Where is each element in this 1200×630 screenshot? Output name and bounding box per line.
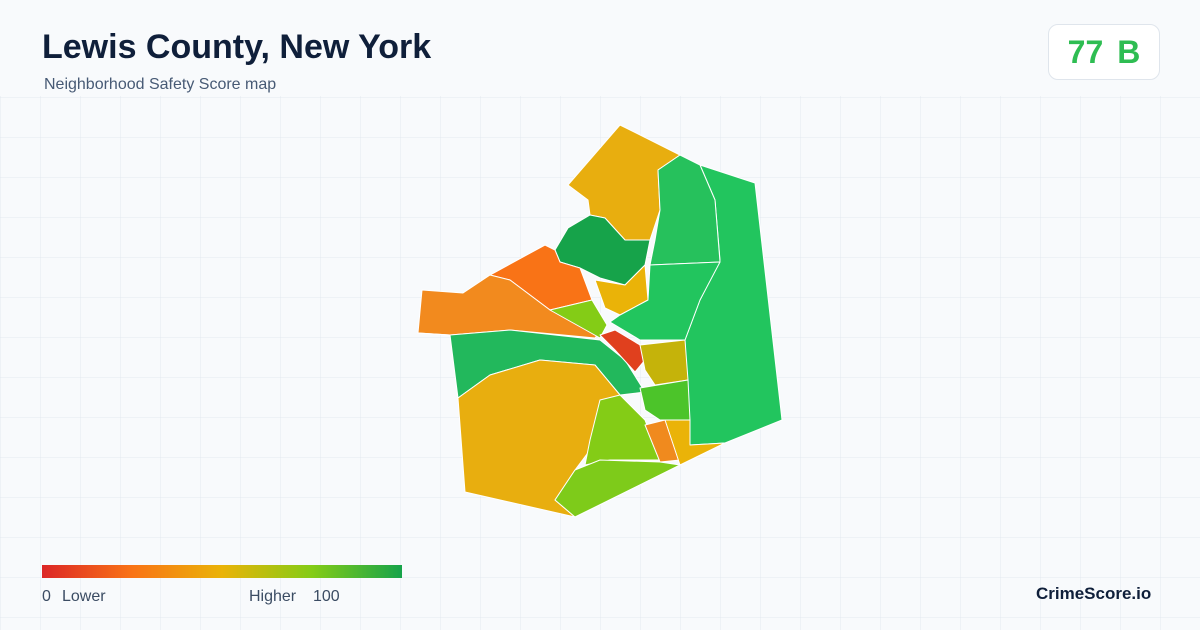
- subtitle: Neighborhood Safety Score map: [44, 76, 277, 93]
- title: Lewis County, New York: [42, 28, 432, 66]
- score-grade: B: [1117, 33, 1141, 70]
- legend-min: 0: [42, 588, 51, 605]
- legend-max: 100: [313, 588, 340, 605]
- brand: CrimeScore.io: [1036, 584, 1152, 603]
- county-map: [417, 124, 783, 518]
- legend-min-label: Lower: [62, 588, 106, 605]
- score-value: 77: [1067, 33, 1104, 70]
- legend-gradient: [42, 565, 402, 578]
- score-badge: 77 B: [1048, 24, 1160, 80]
- legend-max-label: Higher: [249, 588, 297, 605]
